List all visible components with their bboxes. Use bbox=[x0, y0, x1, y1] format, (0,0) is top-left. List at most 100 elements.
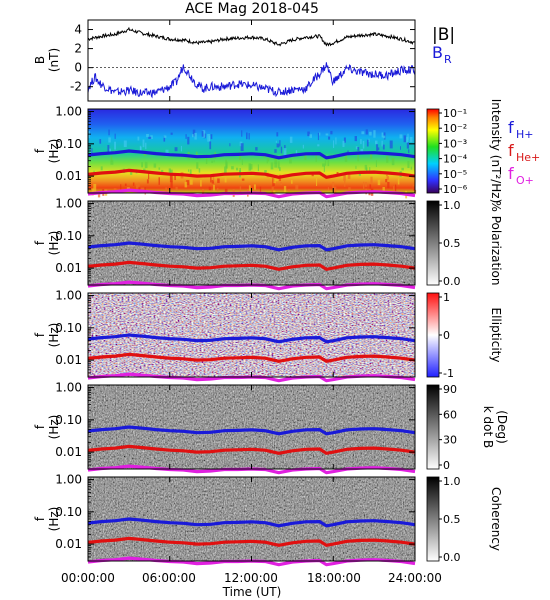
spectrogram-texture bbox=[401, 167, 404, 171]
y-tick-label: 0.10 bbox=[55, 137, 82, 151]
spectrogram-texture bbox=[333, 140, 335, 148]
y-tick-label: 0.10 bbox=[55, 321, 82, 335]
colorbar-unit: (Deg) bbox=[495, 410, 509, 444]
x-tick-label-0: 00:00:00 bbox=[61, 571, 115, 585]
spectrogram-texture bbox=[132, 182, 135, 186]
legend-h-plus: f bbox=[508, 118, 514, 137]
spectrogram-texture bbox=[114, 133, 116, 139]
panel-frame bbox=[87, 292, 416, 378]
spectrogram-texture bbox=[158, 167, 161, 170]
spectrogram-texture bbox=[284, 145, 286, 151]
spectrogram-texture bbox=[283, 185, 287, 193]
spectrogram-texture bbox=[386, 176, 389, 180]
spectrogram-texture bbox=[324, 160, 327, 166]
spectrogram-texture bbox=[169, 174, 173, 183]
spectrogram-texture bbox=[210, 174, 212, 183]
spectrogram-texture bbox=[364, 164, 368, 170]
spectrogram-texture bbox=[188, 169, 190, 172]
y-tick-label: 0.10 bbox=[55, 505, 82, 519]
spectrogram-texture bbox=[145, 142, 147, 150]
spectrogram-texture bbox=[309, 134, 312, 138]
spectrogram-texture bbox=[225, 159, 227, 168]
y-axis-label: f bbox=[33, 516, 47, 521]
spectrogram-texture bbox=[348, 187, 351, 195]
colorbar-tick-label: 0.5 bbox=[443, 513, 461, 526]
spectrogram-texture bbox=[399, 134, 403, 139]
legend-he-plus: f bbox=[508, 141, 514, 160]
spectrogram-texture bbox=[89, 149, 92, 156]
spectrogram-texture bbox=[344, 180, 346, 187]
spectrogram-texture bbox=[387, 182, 390, 189]
spectrogram-texture bbox=[347, 172, 351, 179]
spectrogram-texture bbox=[257, 164, 259, 172]
colorbar bbox=[426, 384, 440, 470]
spectrogram-texture bbox=[311, 173, 314, 177]
spectrogram-texture bbox=[239, 152, 241, 160]
spectrogram-texture bbox=[304, 155, 307, 161]
spectrogram-texture bbox=[365, 182, 367, 187]
figure-title: ACE Mag 2018-045 bbox=[185, 1, 319, 17]
x-tick-label-2: 12:00:00 bbox=[224, 571, 278, 585]
spectrogram-texture bbox=[386, 156, 389, 163]
gyro-line-he bbox=[87, 536, 416, 547]
spectrogram-texture bbox=[307, 131, 310, 137]
spectrogram-texture bbox=[393, 186, 395, 192]
spectrogram-texture bbox=[137, 136, 140, 141]
y-tick-label: 0.10 bbox=[55, 413, 82, 427]
spectrogram-texture bbox=[158, 177, 160, 185]
spectrogram-texture bbox=[368, 138, 370, 143]
panel-ellipticity: 1.00 0.10 0.01 f (Hz) 1 0 -1 Ellipticity bbox=[33, 289, 503, 383]
spectrogram-texture bbox=[241, 159, 243, 165]
spectrogram-texture bbox=[208, 186, 212, 191]
spectrogram-texture bbox=[229, 143, 231, 147]
spectrogram-texture bbox=[216, 187, 219, 192]
spectrogram-texture bbox=[194, 132, 197, 140]
spectrogram-texture bbox=[363, 181, 365, 189]
spectrogram-texture bbox=[360, 139, 362, 145]
spectrogram-texture bbox=[323, 165, 325, 173]
spectrogram-texture bbox=[100, 166, 103, 171]
spectrogram-texture bbox=[267, 158, 270, 162]
legend-sub-o-plus: O+ bbox=[516, 174, 534, 187]
colorbar-tick-label: 0.0 bbox=[443, 275, 461, 288]
spectrogram-texture bbox=[295, 184, 299, 190]
spectrogram-texture bbox=[366, 167, 368, 173]
y-tick-label: 0.01 bbox=[55, 353, 82, 367]
spectrogram-texture bbox=[342, 140, 345, 147]
x-axis-label: Time (UT) bbox=[222, 585, 282, 599]
y-tick-label: 2 bbox=[74, 42, 82, 56]
y-tick-label: 1.00 bbox=[55, 197, 82, 211]
spectrogram-texture bbox=[195, 151, 198, 159]
spectrogram-texture bbox=[192, 129, 196, 137]
colorbar-tick-label: 30 bbox=[443, 434, 457, 447]
legend-b-radial: B bbox=[432, 43, 443, 62]
spectrogram-texture bbox=[389, 140, 393, 149]
spectrogram-texture bbox=[163, 136, 166, 142]
legend-b-magnitude: |B| bbox=[432, 25, 455, 45]
spectrogram-texture bbox=[248, 133, 250, 140]
spectrogram-texture bbox=[143, 152, 147, 156]
spectrogram-texture bbox=[141, 162, 143, 168]
panel-frame bbox=[87, 200, 416, 286]
x-tick-label-3: 18:00:00 bbox=[307, 571, 361, 585]
spectrogram-texture bbox=[201, 131, 204, 137]
spectrogram-texture bbox=[397, 178, 400, 185]
y-axis-label: f bbox=[33, 424, 47, 429]
spectrogram-texture bbox=[291, 180, 293, 184]
spectrogram-texture bbox=[347, 150, 349, 153]
spectrogram-texture bbox=[369, 184, 372, 189]
spectrogram-texture bbox=[280, 182, 282, 186]
spectrogram-texture bbox=[376, 144, 379, 151]
spectrogram-texture bbox=[163, 135, 167, 138]
spectrogram-texture bbox=[322, 163, 325, 167]
spectrogram-texture bbox=[150, 135, 153, 139]
legend-sub-h-plus: H+ bbox=[516, 128, 534, 141]
spectrogram-texture bbox=[198, 168, 201, 173]
spectrogram-texture bbox=[316, 178, 318, 186]
legend-b-radial-sub: R bbox=[444, 53, 452, 66]
spectrogram-texture bbox=[259, 186, 262, 194]
legend-o-plus: f bbox=[508, 164, 514, 183]
colorbar bbox=[426, 108, 440, 194]
gyro-line-h bbox=[87, 517, 416, 528]
